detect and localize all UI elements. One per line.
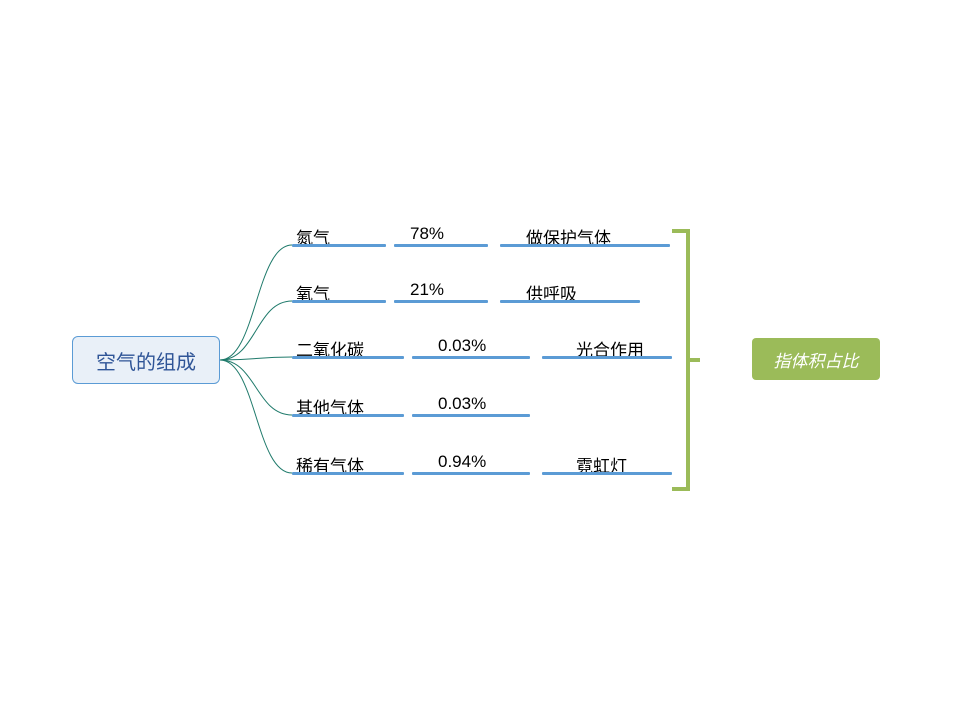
- cell-underline: [292, 244, 386, 247]
- cell-underline: [542, 356, 672, 359]
- note-box: 指体积占比: [752, 338, 880, 380]
- cell-underline: [500, 300, 640, 303]
- cell-underline: [500, 244, 670, 247]
- cell-underline: [394, 244, 488, 247]
- note-label: 指体积占比: [774, 347, 859, 372]
- bracket-segment: [686, 358, 700, 362]
- cell-underline: [412, 472, 530, 475]
- root-label: 空气的组成: [96, 346, 196, 375]
- cell-label: 0.03%: [438, 394, 486, 414]
- cell-label: 0.94%: [438, 452, 486, 472]
- cell-label: 21%: [410, 280, 444, 300]
- cell-underline: [412, 356, 530, 359]
- bracket-segment: [686, 358, 690, 491]
- cell-label: 78%: [410, 224, 444, 244]
- cell-underline: [292, 414, 404, 417]
- cell-underline: [542, 472, 672, 475]
- cell-underline: [412, 414, 530, 417]
- cell-underline: [394, 300, 488, 303]
- cell-underline: [292, 356, 404, 359]
- cell-underline: [292, 300, 386, 303]
- root-node: 空气的组成: [72, 336, 220, 384]
- cell-underline: [292, 472, 404, 475]
- bracket-segment: [686, 229, 690, 360]
- cell-label: 0.03%: [438, 336, 486, 356]
